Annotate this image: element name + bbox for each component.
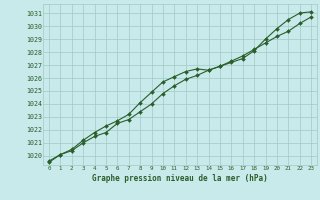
X-axis label: Graphe pression niveau de la mer (hPa): Graphe pression niveau de la mer (hPa) <box>92 174 268 183</box>
